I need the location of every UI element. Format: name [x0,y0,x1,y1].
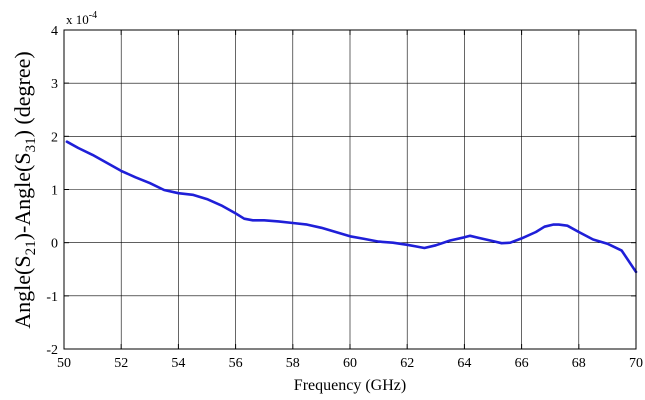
series-line [65,140,638,274]
x-tick-labels: 50 52 54 56 58 60 62 64 66 68 70 [57,356,643,371]
x-tick-label: 66 [515,356,529,371]
grid-lines [64,30,636,349]
x-tick-label: 54 [171,356,185,371]
y-multiplier: x 10-4 [66,10,97,27]
x-tick-label: 50 [57,356,71,371]
y-tick-label: 0 [51,237,58,252]
x-tick-label: 56 [229,356,243,371]
y-tick-label: 1 [51,184,58,199]
x-tick-label: 68 [572,356,586,371]
y-tick-labels: -2 -1 0 1 2 3 4 [46,24,58,358]
y-tick-label: -1 [46,290,58,305]
y-tick-label: 2 [51,130,58,145]
y-tick-label: 3 [51,77,58,92]
x-tick-label: 52 [114,356,128,371]
x-tick-label: 62 [400,356,414,371]
x-tick-label: 58 [286,356,300,371]
x-tick-label: 60 [343,356,357,371]
plot-frame [63,29,637,350]
y-axis-label: Angle(S21)-Angle(S31) (degree) [10,51,39,328]
x-tick-label: 70 [629,356,643,371]
y-tick-label: -2 [46,343,58,358]
x-axis-label: Frequency (GHz) [294,377,406,394]
y-tick-label: 4 [51,24,58,39]
x-tick-label: 64 [457,356,471,371]
